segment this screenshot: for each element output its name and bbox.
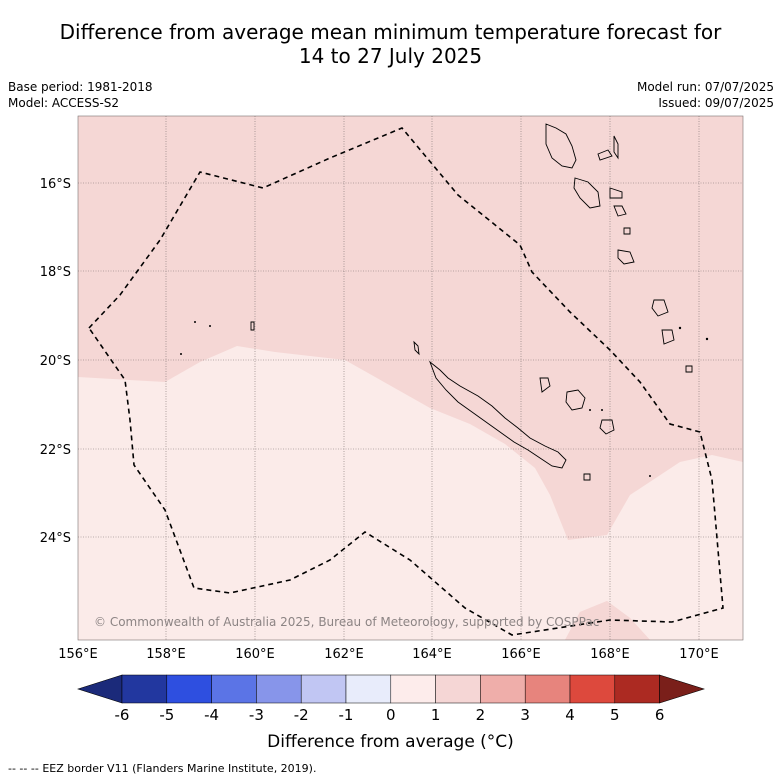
efate (617, 249, 635, 265)
colorbar-tick-label: -3 (249, 706, 264, 724)
new-caledonia-island (429, 360, 567, 469)
lon-label-164: 164°E (412, 647, 452, 662)
issued-date: Issued: 09/07/2025 (658, 96, 774, 110)
lat-axis: 16°S 18°S 20°S 22°S 24°S (40, 177, 71, 546)
colorbar-bin-0 (121, 674, 168, 704)
model-name: Model: ACCESS-S2 (8, 96, 120, 110)
colorbar-extend-high (659, 674, 705, 704)
lon-label-170: 170°E (679, 647, 719, 662)
espiritu-santo (545, 123, 577, 169)
aneityum (685, 365, 693, 373)
shepherd-islands (623, 227, 631, 235)
erromango (661, 329, 675, 345)
lon-label-156: 156°E (58, 647, 98, 662)
lat-label-20: 20°S (40, 354, 71, 369)
eez-border (87, 127, 724, 636)
maewo (613, 135, 619, 160)
small-islet-1 (250, 321, 255, 331)
colorbar-bin-8 (480, 674, 526, 704)
map-frame (77, 115, 744, 641)
colorbar-tick-label: 2 (476, 706, 486, 724)
model-run: Model run: 07/07/2025 (636, 80, 774, 94)
colorbar-tick-label: -6 (115, 706, 130, 724)
small-islets (180, 321, 709, 477)
base-period: Base period: 1981-2018 (8, 80, 153, 94)
lon-label-162: 162°E (324, 647, 364, 662)
title-line-2: 14 to 27 July 2025 (298, 44, 483, 68)
colorbar: -6 -5 -4 -3 -2 -1 0 1 2 3 4 5 6 (77, 674, 705, 724)
lat-label-24: 24°S (40, 531, 71, 546)
epi-island (613, 205, 627, 217)
title-line-1: Difference from average mean minimum tem… (59, 20, 722, 44)
colorbar-bin-2 (211, 674, 257, 704)
colorbar-tick-label: 5 (610, 706, 620, 724)
colorbar-tick-label: 1 (431, 706, 441, 724)
lon-label-168: 168°E (590, 647, 630, 662)
pentecost (609, 187, 623, 199)
isle-of-pines (583, 473, 591, 481)
eez-legend-note: -- -- -- EEZ border V11 (Flanders Marine… (8, 762, 316, 775)
lon-label-160: 160°E (235, 647, 275, 662)
malekula (573, 177, 601, 209)
copyright-notice: © Commonwealth of Australia 2025, Bureau… (94, 615, 599, 629)
ouvea-island (539, 377, 551, 393)
colorbar-tick-label: 0 (386, 706, 396, 724)
colorbar-bin-3 (256, 674, 302, 704)
colorbar-bin-1 (166, 674, 212, 704)
meta-left: Base period: 1981-2018 Model: ACCESS-S2 (8, 79, 153, 111)
colorbar-extend-low (77, 674, 123, 704)
colorbar-tick-label: -4 (204, 706, 219, 724)
colorbar-tick-label: -5 (159, 706, 174, 724)
lon-axis: 156°E 158°E 160°E 162°E 164°E 166°E 168°… (58, 647, 719, 662)
chart-title: Difference from average mean minimum tem… (0, 20, 781, 68)
mare-island (599, 419, 615, 435)
meta-right: Model run: 07/07/2025 Issued: 09/07/2025 (637, 79, 774, 111)
colorbar-tick-label: -2 (294, 706, 309, 724)
colorbar-label: Difference from average (°C) (267, 732, 514, 752)
colorbar-bin-11 (614, 674, 660, 704)
lat-label-16: 16°S (40, 177, 71, 192)
colorbar-bin-6 (390, 674, 436, 704)
lon-label-158: 158°E (146, 647, 186, 662)
colorbar-bin-10 (569, 674, 616, 704)
anomaly-zone-0-1 (78, 346, 743, 640)
lat-label-18: 18°S (40, 265, 71, 280)
lat-label-22: 22°S (40, 443, 71, 458)
graticule (78, 116, 743, 640)
tanna (651, 299, 669, 317)
belep-islands (413, 340, 420, 356)
lon-label-166: 166°E (501, 647, 541, 662)
land-outlines (250, 123, 693, 481)
colorbar-tick-label: 6 (655, 706, 665, 724)
colorbar-tick-label: 3 (520, 706, 530, 724)
colorbar-bin-7 (435, 674, 481, 704)
colorbar-bin-5 (345, 674, 392, 704)
eez-note-text: EEZ border V11 (Flanders Marine Institut… (42, 762, 317, 775)
colorbar-bin-9 (524, 674, 571, 704)
colorbar-bin-4 (300, 674, 347, 704)
lifou-island (565, 389, 586, 411)
colorbar-tick-label: 4 (565, 706, 575, 724)
colorbar-tick-label: -1 (339, 706, 354, 724)
eez-dash-sample: -- -- -- (8, 762, 39, 775)
ambae (597, 149, 613, 161)
